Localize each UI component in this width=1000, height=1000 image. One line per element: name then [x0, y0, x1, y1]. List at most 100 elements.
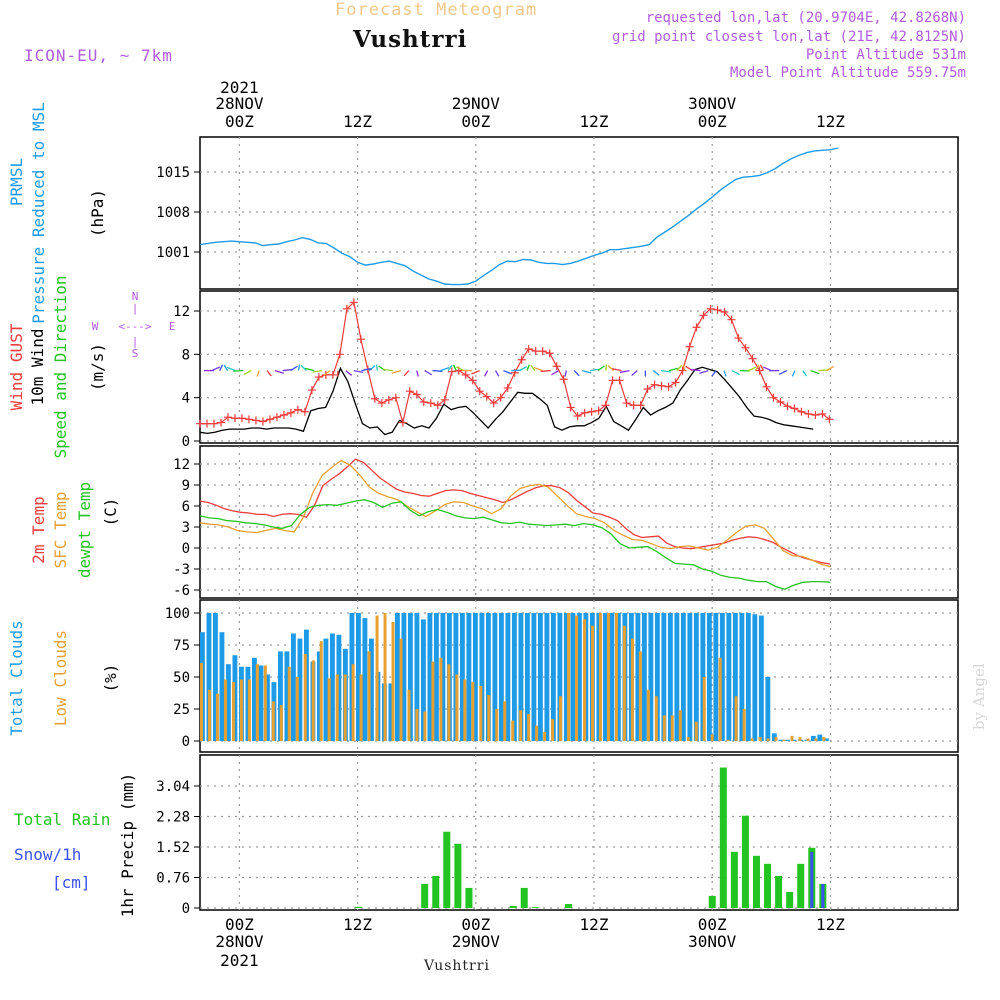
footer-location: Vushtrri [424, 958, 490, 974]
compass-up: | [132, 302, 139, 315]
wind-direction-arrow [361, 367, 372, 372]
compass-down: | [132, 335, 139, 348]
total-cloud-bar [472, 613, 478, 741]
wind-direction-arrow [533, 367, 543, 372]
low-cloud-bar [543, 732, 547, 741]
dewpoint-line [199, 499, 831, 590]
rain-bar [531, 907, 539, 908]
total-cloud-bar [550, 613, 556, 741]
gust-line [200, 301, 830, 425]
temp-unit-label: (C) [101, 498, 120, 527]
total-cloud-bar [713, 613, 719, 741]
wind-direction-arrow [297, 364, 301, 371]
wind-direction-arrow [416, 370, 419, 377]
gust-marker [685, 342, 694, 351]
gust-marker [412, 390, 421, 399]
low-cloud-bar [351, 664, 355, 741]
wind-direction-arrow [676, 364, 683, 372]
y-tick-label: 3.04 [156, 779, 190, 795]
low-cloud-bar [455, 674, 459, 741]
top-hour-label: 12Z [816, 112, 845, 131]
total-cloud-bar [407, 613, 413, 741]
bottom-year-label: 2021 [220, 951, 259, 970]
total-cloud-bar [388, 683, 394, 741]
wind-direction-arrow [802, 370, 808, 377]
model-altitude: Model Point Altitude 559.75m [729, 65, 966, 81]
wind-dir-label: Speed and Direction [51, 275, 70, 458]
prmsl-line [199, 147, 839, 286]
wind-unit-label: (m/s) [88, 343, 107, 391]
gust-marker [720, 308, 729, 317]
low-cloud-bar [702, 677, 706, 741]
top-hour-label: 00Z [461, 112, 490, 131]
gust-marker [342, 304, 351, 313]
rain-bar [752, 855, 760, 908]
gust-marker [587, 407, 596, 416]
low-cloud-bar [383, 613, 387, 741]
y-tick-label: 1015 [156, 165, 190, 181]
y-tick-label: 75 [173, 638, 190, 654]
top-hour-label: 00Z [698, 112, 727, 131]
gust-marker [223, 413, 232, 422]
gust-marker [769, 393, 778, 402]
gust-marker [461, 370, 470, 379]
top-day-label: 28NOV [215, 94, 264, 113]
total-cloud-bar [596, 613, 602, 741]
wind-direction-arrow [540, 369, 551, 373]
wind-direction-arrow [274, 369, 284, 374]
gust-marker [202, 419, 211, 428]
y-tick-label: 1001 [156, 245, 190, 261]
low-cloud-bar [479, 685, 483, 741]
total-cloud-bar [745, 613, 751, 741]
gust-marker [825, 415, 834, 424]
total-cloud-bar [329, 633, 335, 741]
low-cloud-bar [239, 679, 243, 741]
low-cloud-bar [447, 664, 451, 741]
total-cloud-bar [765, 677, 771, 741]
low-cloud-bar [247, 679, 251, 741]
gust-marker [762, 382, 771, 391]
gust-marker [447, 367, 456, 376]
wind-direction-arrow [754, 364, 760, 371]
low-cloud-bar [718, 657, 722, 741]
wind-direction-arrow [711, 370, 717, 377]
total-cloud-bar [511, 613, 517, 741]
wind-direction-arrow [660, 369, 671, 373]
gust-marker [440, 395, 449, 404]
y-tick-label: -3 [173, 562, 190, 578]
y-tick-label: 25 [173, 702, 190, 718]
gust-marker [615, 376, 624, 385]
wind-direction-arrow [810, 369, 820, 375]
temp-sfc-label: SFC Temp [51, 491, 70, 568]
gust-marker [286, 408, 295, 417]
low-cloud-bar [231, 682, 235, 741]
gust-marker [216, 418, 225, 427]
bottom-hour-label: 12Z [816, 915, 845, 934]
y-tick-label: 0.76 [156, 871, 190, 887]
compass-n: N [132, 290, 139, 303]
total-cloud-bar [784, 739, 790, 741]
y-tick-label: 1008 [156, 205, 190, 221]
wind-direction-arrow [211, 366, 221, 372]
wind-direction-arrow [453, 364, 457, 371]
wind-direction-arrow [564, 370, 568, 377]
total-cloud-bar [401, 613, 407, 741]
total-cloud-bar [778, 739, 784, 741]
total-cloud-bar [316, 651, 322, 741]
low-cloud-bar [271, 701, 275, 741]
wind-direction-arrow [791, 370, 796, 377]
wind-direction-arrow [682, 364, 686, 371]
total-cloud-bar [219, 632, 225, 741]
low-cloud-bar [614, 613, 618, 741]
low-cloud-bar [471, 682, 475, 741]
total-cloud-bar [531, 613, 537, 741]
low-cloud-bar [439, 657, 443, 741]
low-cloud-bar [223, 679, 227, 741]
meteogram-subtitle: Forecast Meteogram [335, 0, 538, 20]
total-cloud-bar [466, 613, 472, 741]
total-cloud-bar [459, 613, 465, 741]
gust-marker [398, 418, 407, 427]
gust-marker [811, 411, 820, 419]
panel-frame [199, 136, 959, 290]
gust-marker [643, 385, 652, 393]
